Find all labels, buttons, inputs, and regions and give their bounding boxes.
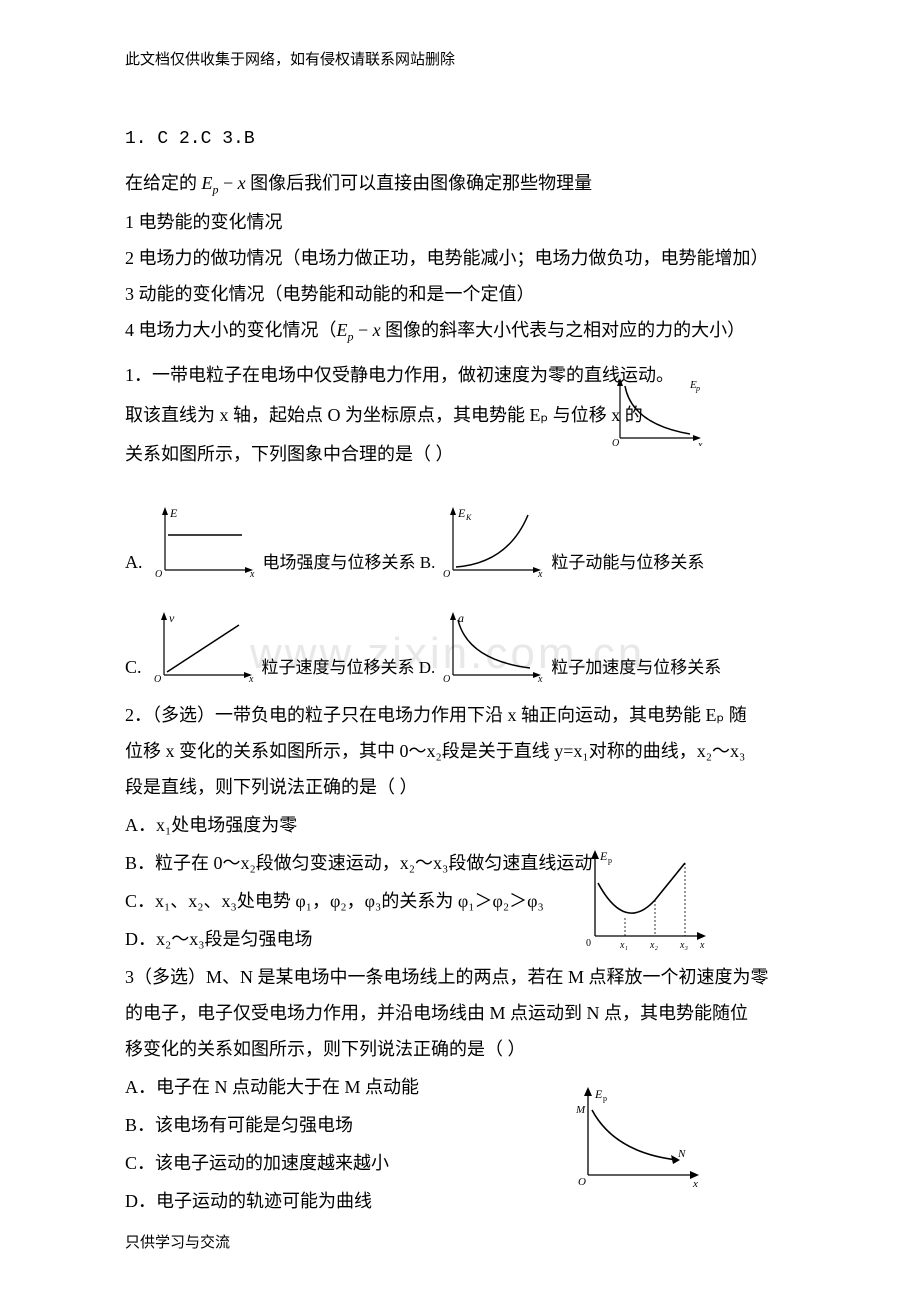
q2-optA: A．x₁处电场强度为零: [125, 807, 810, 843]
header-disclaimer: 此文档仅供收集于网络，如有侵权请联系网站删除: [125, 50, 810, 71]
svg-text:E: E: [457, 506, 466, 520]
intro-sentence: 在给定的 Ep − x 图像后我们可以直接由图像确定那些物理量: [125, 165, 810, 202]
svg-text:0: 0: [586, 938, 591, 949]
list-item-3: 3 动能的变化情况（电势能和动能的和是一个定值）: [125, 276, 810, 312]
svg-text:x₁: x₁: [619, 940, 628, 951]
svg-text:O: O: [443, 674, 450, 685]
q1-optA-text: 电场强度与位移关系 B.: [263, 546, 436, 580]
svg-text:x: x: [697, 440, 703, 446]
q3-optB: B．该电场有可能是匀强电场: [125, 1107, 810, 1143]
q1-optB-text: 粒子动能与位移关系: [551, 546, 704, 580]
q1-main-chart: E p x O: [610, 376, 705, 446]
q1-line2: 取该直线为 x 轴，起始点 O 为坐标原点，其电势能 Eₚ 与位移 x 的: [125, 396, 810, 436]
q2-line2: 位移 x 变化的关系如图所示，其中 0～x₂段是关于直线 y=x₁对称的曲线，x…: [125, 733, 810, 769]
answer-key: 1. C 2.C 3.B: [125, 121, 810, 157]
svg-text:x₂: x₂: [649, 940, 658, 951]
q2-chart: E p x₁ x₂ x₃ x 0: [580, 848, 710, 953]
q1-optD-text: 粒子加速度与位移关系: [551, 651, 721, 685]
q3-chart: E p M N O x: [570, 1085, 705, 1190]
svg-text:K: K: [465, 513, 472, 522]
svg-text:O: O: [443, 569, 450, 580]
q1-optA-label: A.: [125, 544, 143, 580]
q1-chart-C: v x O: [149, 610, 259, 685]
svg-text:E: E: [594, 1087, 603, 1101]
q1-chart-D: a x O: [438, 610, 548, 685]
footer-disclaimer: 只供学习与交流: [125, 1228, 230, 1258]
svg-text:x: x: [248, 674, 254, 685]
q1-line1: 1．一带电粒子在电场中仅受静电力作用，做初速度为零的直线运动。: [125, 356, 810, 396]
svg-text:N: N: [677, 1148, 686, 1160]
q2-line3: 段是直线，则下列说法正确的是（ ）: [125, 769, 810, 805]
svg-text:E: E: [169, 506, 178, 520]
svg-text:p: p: [603, 1094, 607, 1103]
q3-line3: 移变化的关系如图所示，则下列说法正确的是（ ）: [125, 1031, 810, 1067]
svg-text:p: p: [608, 856, 612, 865]
svg-text:x: x: [537, 569, 543, 580]
svg-text:x: x: [692, 1178, 698, 1190]
q1-options-row2: C. v x O 粒子速度与位移关系 D. a x O 粒子加速度与位移关系: [125, 610, 810, 685]
question-2: 2．（多选）一带负电的粒子只在电场力作用下沿 x 轴正向运动，其电势能 Eₚ 随…: [125, 697, 810, 805]
q1-line3: 关系如图所示，下列图象中合理的是（ ）: [125, 435, 810, 475]
svg-text:E: E: [599, 849, 608, 863]
svg-text:v: v: [169, 611, 175, 625]
svg-text:O: O: [612, 438, 619, 446]
q3-optD: D．电子运动的轨迹可能为曲线: [125, 1183, 810, 1219]
svg-text:p: p: [695, 384, 700, 393]
list-item-4: 4 电场力大小的变化情况（Ep − x 图像的斜率大小代表与之相对应的力的大小）: [125, 312, 810, 349]
question-1: 1．一带电粒子在电场中仅受静电力作用，做初速度为零的直线运动。 取该直线为 x …: [125, 356, 810, 475]
svg-text:x₃: x₃: [679, 940, 688, 951]
q3-optC: C．该电子运动的加速度越来越小: [125, 1145, 810, 1181]
svg-text:x: x: [699, 940, 705, 951]
question-3: 3（多选）M、N 是某电场中一条电场线上的两点，若在 M 点释放一个初速度为零 …: [125, 959, 810, 1067]
q1-chart-A: E x O: [150, 505, 260, 580]
svg-text:a: a: [458, 611, 464, 625]
svg-text:x: x: [249, 569, 255, 580]
page-content: 此文档仅供收集于网络，如有侵权请联系网站删除 1. C 2.C 3.B 在给定的…: [125, 50, 810, 1219]
svg-text:O: O: [578, 1176, 586, 1188]
svg-text:O: O: [155, 569, 162, 580]
q3-line1: 3（多选）M、N 是某电场中一条电场线上的两点，若在 M 点释放一个初速度为零: [125, 959, 810, 995]
svg-text:x: x: [537, 674, 543, 685]
q2-line1: 2．（多选）一带负电的粒子只在电场力作用下沿 x 轴正向运动，其电势能 Eₚ 随: [125, 697, 810, 733]
list-item-1: 1 电势能的变化情况: [125, 204, 810, 240]
svg-text:M: M: [575, 1104, 586, 1116]
q1-chart-B: E K x O: [438, 505, 548, 580]
list-item-2: 2 电场力的做功情况（电场力做正功，电势能减小；电场力做负功，电势能增加）: [125, 240, 810, 276]
q1-optC-label: C.: [125, 649, 142, 685]
q3-line2: 的电子，电子仅受电场力作用，并沿电场线由 M 点运动到 N 点，其电势能随位: [125, 995, 810, 1031]
q1-options-row1: A. E x O 电场强度与位移关系 B. E K x O 粒子动能与位移关系: [125, 505, 810, 580]
q3-optA: A．电子在 N 点动能大于在 M 点动能: [125, 1069, 810, 1105]
q3-options: A．电子在 N 点动能大于在 M 点动能 B．该电场有可能是匀强电场 C．该电子…: [125, 1069, 810, 1219]
svg-text:O: O: [154, 674, 161, 685]
q1-optC-text: 粒子速度与位移关系 D.: [262, 651, 436, 685]
